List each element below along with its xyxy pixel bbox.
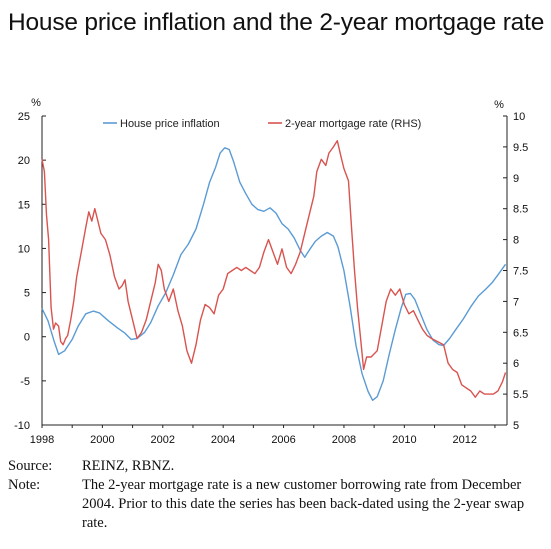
chart-notes: Source: REINZ, RBNZ. Note: The 2-year mo… [8, 457, 548, 533]
left-tick-label: 5 [24, 288, 30, 300]
right-tick-label: 8 [513, 235, 519, 247]
left-tick-label: 25 [18, 111, 30, 123]
right-axis-unit: % [494, 99, 504, 111]
axes: % % -10 -5 0 5 10 15 20 25 5 5.5 6 6.5 7 7.5 8 8.5 9 9.5 10 1… [14, 97, 528, 446]
x-tick-label: 2010 [392, 434, 416, 446]
right-tick-label: 8.5 [513, 204, 528, 216]
source-label: Source: [8, 458, 53, 474]
chart: % % -10 -5 0 5 10 15 20 25 5 5.5 6 6.5 7 7.5 8 8.5 9 9.5 10 1… [14, 97, 528, 446]
right-tick-label: 10 [513, 111, 525, 123]
chart-title: House price inflation and the 2-year mor… [8, 9, 545, 36]
x-tick-label: 2000 [90, 434, 114, 446]
legend: House price inflation 2-year mortgage rat… [103, 118, 421, 130]
right-tick-label: 9.5 [513, 142, 528, 154]
x-tick-label: 1998 [30, 434, 54, 446]
left-tick-label: 20 [18, 155, 30, 167]
house-price-inflation-line [41, 147, 507, 401]
x-tick-label: 2008 [332, 434, 356, 446]
right-tick-label: 7 [513, 296, 519, 308]
left-axis-unit: % [31, 97, 41, 109]
x-tick-label: 2002 [151, 434, 175, 446]
series-lines [41, 140, 507, 401]
right-tick-label: 9 [513, 173, 519, 185]
legend-label-mortgage: 2-year mortgage rate (RHS) [285, 118, 421, 130]
legend-label-house: House price inflation [120, 118, 220, 130]
x-tick-label: 2012 [452, 434, 476, 446]
left-tick-label: -10 [14, 420, 30, 432]
note-label: Note: [8, 477, 41, 493]
source-row: Source: REINZ, RBNZ. [8, 457, 548, 476]
x-tick-label: 2004 [211, 434, 235, 446]
note-row: Note: The 2-year mortgage rate is a new … [8, 476, 548, 533]
left-tick-label: 15 [18, 199, 30, 211]
right-tick-label: 5 [513, 420, 519, 432]
right-tick-label: 6.5 [513, 327, 528, 339]
left-tick-label: 10 [18, 243, 30, 255]
left-tick-label: -5 [20, 376, 30, 388]
left-tick-label: 0 [24, 332, 30, 344]
right-tick-label: 7.5 [513, 266, 528, 278]
x-tick-label: 2006 [271, 434, 295, 446]
note-text: The 2-year mortgage rate is a new custom… [82, 477, 525, 531]
mortgage-rate-line [41, 140, 507, 398]
source-text: REINZ, RBNZ. [82, 458, 175, 474]
right-tick-label: 5.5 [513, 389, 528, 401]
right-tick-label: 6 [513, 358, 519, 370]
